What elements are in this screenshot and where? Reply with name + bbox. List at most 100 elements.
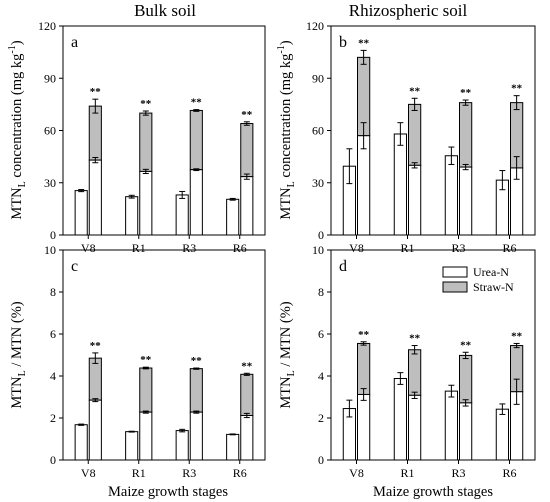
y-tick-label: 120 xyxy=(306,19,324,33)
bar-urea-n xyxy=(357,393,371,461)
bar-urea-unfertilized xyxy=(444,155,459,236)
bar-urea-n xyxy=(139,170,153,236)
bar-urea-unfertilized xyxy=(393,378,408,461)
panel-label: a xyxy=(71,34,78,51)
panel-label: b xyxy=(339,34,347,51)
y-tick-label: 2 xyxy=(50,411,56,425)
panel-d-frame xyxy=(330,249,536,461)
bar-straw-n xyxy=(240,373,254,416)
bar-urea-n xyxy=(408,164,422,236)
bar-urea-unfertilized xyxy=(393,133,408,236)
column-title-bulk: Bulk soil xyxy=(134,1,196,20)
x-tick-label: R3 xyxy=(451,241,465,255)
y-tick-label: 30 xyxy=(312,176,324,190)
x-tick-label: V8 xyxy=(349,466,364,480)
y-tick-label: 10 xyxy=(44,243,56,257)
y-tick-label: 120 xyxy=(38,19,56,33)
x-tick-label: R6 xyxy=(502,466,516,480)
y-tick-label: 4 xyxy=(318,369,324,383)
chart-panels: 0306090120V8**R1**R3**R6**a0306090120V8*… xyxy=(38,19,536,480)
x-tick-label: R1 xyxy=(132,241,146,255)
significance-label: ** xyxy=(241,360,253,372)
x-tick-label: R1 xyxy=(132,466,146,480)
bar-urea-unfertilized xyxy=(175,430,189,461)
y-tick-label: 60 xyxy=(312,124,324,138)
y-axis-label-bottom-right: MTNL / MTN (%) xyxy=(278,301,297,408)
x-tick-label: R6 xyxy=(233,466,247,480)
panel-c-frame xyxy=(62,249,266,461)
column-title-rhizospheric: Rhizospheric soil xyxy=(349,1,468,20)
bar-urea-n xyxy=(88,159,102,236)
bar-straw-n xyxy=(459,102,473,168)
bar-urea-unfertilized xyxy=(226,198,240,236)
legend-label: Straw-N xyxy=(473,280,514,294)
significance-label: ** xyxy=(460,87,472,99)
y-axis-label-top-left: MTNL concentration (mg kg-1) xyxy=(7,40,28,219)
bar-urea-n xyxy=(459,402,473,461)
significance-label: ** xyxy=(409,85,421,97)
significance-label: ** xyxy=(191,355,203,367)
bar-urea-n xyxy=(240,414,254,461)
legend-swatch xyxy=(442,281,468,293)
bar-urea-unfertilized xyxy=(74,424,88,461)
significance-label: ** xyxy=(409,333,421,345)
bar-urea-unfertilized xyxy=(226,433,240,461)
x-tick-label: R1 xyxy=(400,466,414,480)
y-tick-label: 90 xyxy=(312,71,324,85)
significance-label: ** xyxy=(358,37,370,49)
y-tick-label: 10 xyxy=(312,243,324,257)
bar-urea-n xyxy=(189,169,203,236)
bar-urea-unfertilized xyxy=(444,390,459,461)
panel-a: 0 30 60 90 120 V8 ** R1 ** R3 ** R6 ** a xyxy=(38,19,266,255)
bar-straw-n xyxy=(408,349,422,396)
bar-urea-n xyxy=(189,411,203,461)
y-tick-label: 0 xyxy=(318,453,324,467)
x-tick-label: R6 xyxy=(233,241,247,255)
y-tick-label: 6 xyxy=(50,327,56,341)
significance-label: ** xyxy=(460,339,472,351)
y-tick-label: 2 xyxy=(318,411,324,425)
bar-urea-unfertilized xyxy=(125,431,139,461)
y-tick-label: 0 xyxy=(318,228,324,242)
bar-straw-n xyxy=(408,103,422,166)
significance-label: ** xyxy=(241,109,253,121)
significance-label: ** xyxy=(191,97,203,109)
bar-straw-n xyxy=(240,123,254,178)
significance-label: ** xyxy=(140,354,152,366)
x-tick-label: R3 xyxy=(182,241,196,255)
significance-label: ** xyxy=(511,330,523,342)
panel-b: 0 30 60 90 120 V8 ** R1 ** R3 ** R6 ** b xyxy=(306,19,536,255)
bar-straw-n xyxy=(459,354,473,404)
x-tick-label: R1 xyxy=(400,241,414,255)
bar-straw-n xyxy=(139,367,153,413)
x-tick-label: R3 xyxy=(182,466,196,480)
panel-label: d xyxy=(339,258,347,275)
bar-straw-n xyxy=(189,368,203,413)
x-tick-label: V8 xyxy=(81,466,96,480)
y-axis-label-top-right: MTNL concentration (mg kg-1) xyxy=(276,40,297,219)
bar-urea-unfertilized xyxy=(74,190,88,236)
significance-label: ** xyxy=(140,98,152,110)
bar-urea-unfertilized xyxy=(125,196,139,236)
x-axis-label-right: Maize growth stages xyxy=(373,484,493,500)
y-tick-label: 0 xyxy=(50,228,56,242)
legend-swatch xyxy=(442,266,468,278)
bar-straw-n xyxy=(88,357,102,401)
x-tick-label: R6 xyxy=(502,241,516,255)
y-tick-label: 0 xyxy=(50,453,56,467)
y-axis-label-bottom-left: MTNL / MTN (%) xyxy=(9,301,28,408)
significance-label: ** xyxy=(90,340,102,352)
bar-straw-n xyxy=(88,105,102,161)
bar-urea-n xyxy=(240,176,254,236)
bar-straw-n xyxy=(139,112,153,172)
bar-urea-n xyxy=(357,135,371,236)
significance-label: ** xyxy=(90,86,102,98)
significance-label: ** xyxy=(358,329,370,341)
bar-urea-n xyxy=(88,399,102,461)
x-axis-label-left: Maize growth stages xyxy=(108,484,228,500)
bar-straw-n xyxy=(189,109,203,171)
bar-straw-n xyxy=(357,342,371,395)
x-tick-label: V8 xyxy=(349,241,364,255)
